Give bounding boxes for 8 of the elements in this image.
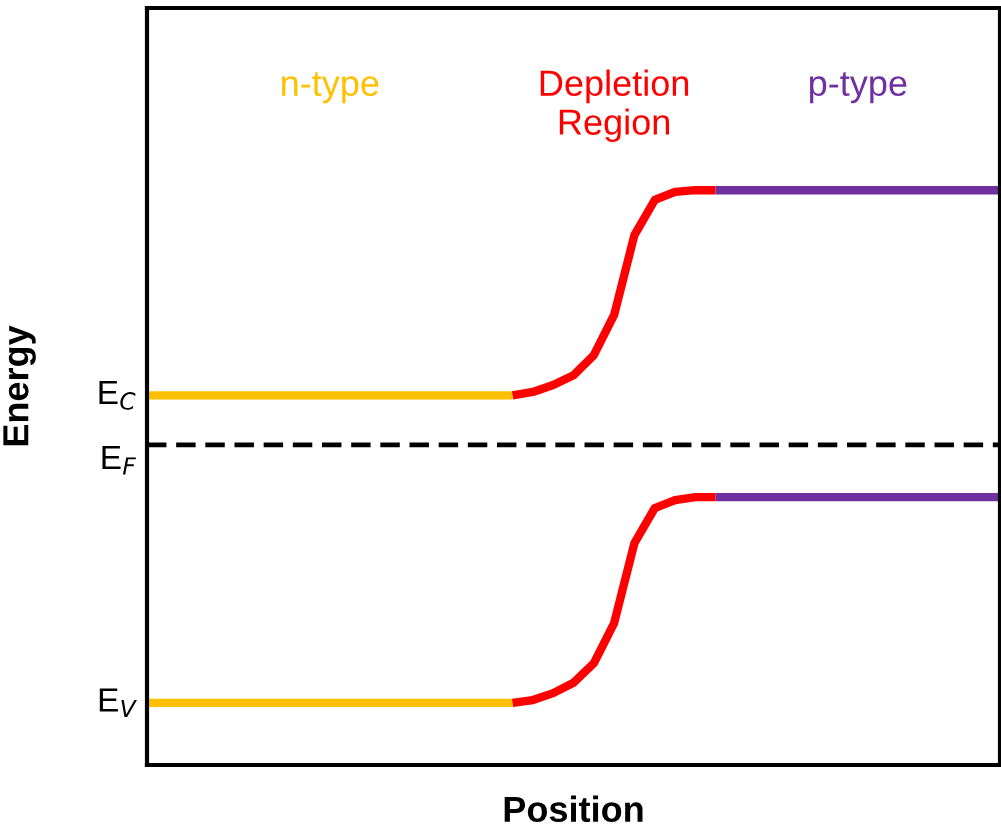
text: E$_{V}$: [99, 688, 137, 717]
text: E$_{C}$: [99, 381, 136, 410]
ref-line-label: E$_{F}$: [102, 446, 137, 475]
series-label: Depletion Region: [540, 69, 689, 143]
x-axis-title: Position: [504, 795, 643, 823]
text: p-type: [809, 72, 907, 104]
y-axis-title: Energy: [3, 325, 36, 446]
text: n-type: [282, 72, 379, 104]
